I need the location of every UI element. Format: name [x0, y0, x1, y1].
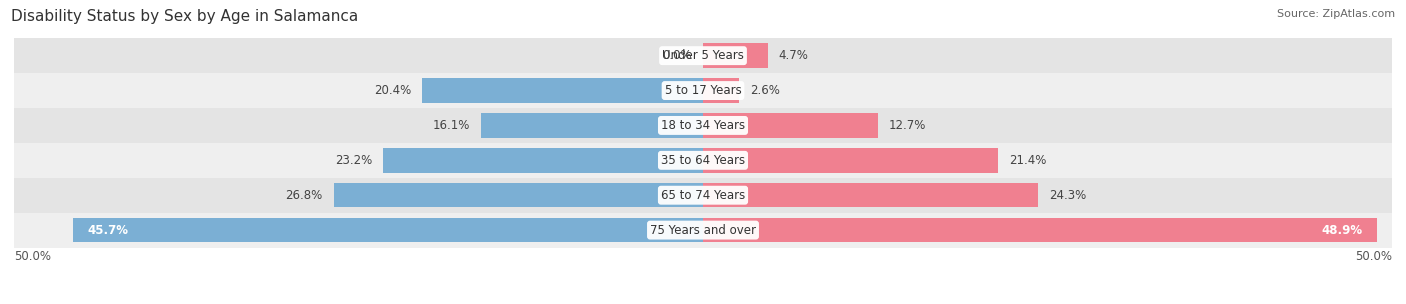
Text: 12.7%: 12.7% [889, 119, 927, 132]
Bar [14, 73, 1392, 108]
Bar [703, 78, 738, 103]
Text: 0.0%: 0.0% [662, 49, 692, 62]
Bar [481, 113, 703, 138]
Bar [14, 143, 1392, 178]
Text: 48.9%: 48.9% [1322, 224, 1362, 237]
Bar [333, 183, 703, 207]
Text: 16.1%: 16.1% [433, 119, 470, 132]
Text: 65 to 74 Years: 65 to 74 Years [661, 189, 745, 202]
Text: 50.0%: 50.0% [1355, 250, 1392, 263]
Text: 21.4%: 21.4% [1010, 154, 1046, 167]
Bar [14, 38, 1392, 73]
Bar [703, 113, 877, 138]
Bar [703, 148, 998, 173]
Text: 35 to 64 Years: 35 to 64 Years [661, 154, 745, 167]
Text: 23.2%: 23.2% [335, 154, 373, 167]
Text: 18 to 34 Years: 18 to 34 Years [661, 119, 745, 132]
Text: Disability Status by Sex by Age in Salamanca: Disability Status by Sex by Age in Salam… [11, 9, 359, 24]
Bar [422, 78, 703, 103]
Text: 4.7%: 4.7% [779, 49, 808, 62]
Bar [703, 183, 1038, 207]
Bar [703, 43, 768, 68]
Bar [14, 108, 1392, 143]
Text: 24.3%: 24.3% [1049, 189, 1085, 202]
Text: 50.0%: 50.0% [14, 250, 51, 263]
Text: 45.7%: 45.7% [87, 224, 128, 237]
Text: 20.4%: 20.4% [374, 84, 411, 97]
Text: 26.8%: 26.8% [285, 189, 323, 202]
Legend: Male, Female: Male, Female [641, 302, 765, 304]
Bar [384, 148, 703, 173]
Text: 5 to 17 Years: 5 to 17 Years [665, 84, 741, 97]
Bar [703, 218, 1376, 242]
Bar [14, 178, 1392, 213]
Text: 2.6%: 2.6% [749, 84, 780, 97]
Bar [14, 213, 1392, 247]
Text: Source: ZipAtlas.com: Source: ZipAtlas.com [1277, 9, 1395, 19]
Text: 75 Years and over: 75 Years and over [650, 224, 756, 237]
Bar [73, 218, 703, 242]
Text: Under 5 Years: Under 5 Years [662, 49, 744, 62]
